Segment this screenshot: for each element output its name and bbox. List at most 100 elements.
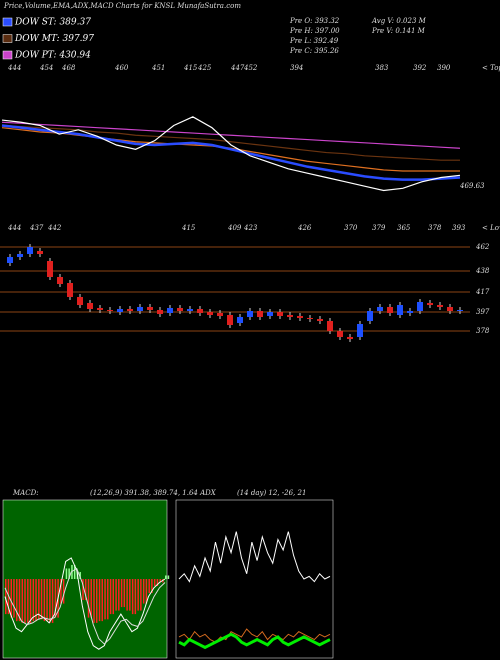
- candle-body: [137, 307, 143, 311]
- candle-body: [37, 251, 43, 254]
- candle-body: [227, 315, 233, 325]
- top-label: 425: [197, 64, 212, 72]
- histogram-bar: [129, 579, 131, 611]
- histogram-bar: [165, 575, 167, 579]
- candle-body: [217, 313, 223, 316]
- page-title: Price,Volume,EMA,ADX,MACD Charts for KNS…: [3, 2, 241, 10]
- candle-body: [7, 257, 13, 263]
- annotation: 469.63: [459, 182, 485, 190]
- candle-body: [177, 308, 183, 311]
- histogram-bar: [60, 579, 62, 604]
- candle-body: [27, 247, 33, 254]
- candle-body: [427, 303, 433, 305]
- legend-swatch: [2, 34, 13, 43]
- info-text: Pre H: 397.00: [289, 27, 340, 35]
- candle-body: [117, 309, 123, 312]
- low-label: 444: [7, 224, 21, 232]
- candle-body: [367, 311, 373, 321]
- candle-body: [377, 307, 383, 311]
- series-line: [178, 632, 331, 650]
- histogram-bar: [24, 579, 26, 623]
- histogram-bar: [126, 579, 128, 611]
- top-label: 460: [114, 64, 129, 72]
- top-label: 394: [290, 64, 303, 72]
- candle-body: [277, 312, 283, 316]
- low-label: 426: [297, 224, 312, 232]
- top-label: 392: [413, 64, 427, 72]
- low-label: 409: [227, 224, 242, 232]
- info-text: Pre C: 395.26: [289, 47, 339, 55]
- histogram-bar: [5, 579, 7, 615]
- candle-body: [297, 316, 303, 318]
- candle-body: [287, 315, 293, 317]
- candle-body: [197, 309, 203, 313]
- series-line: [178, 628, 331, 643]
- low-label: 378: [428, 224, 442, 232]
- series-line: [1, 124, 461, 181]
- histogram-bar: [87, 579, 90, 618]
- histogram-bar: [79, 571, 81, 579]
- candle-body: [47, 261, 53, 277]
- histogram-bar: [118, 579, 120, 611]
- candle-body: [207, 312, 213, 315]
- low-label: 379: [372, 224, 386, 232]
- info-text: Pre L: 392.49: [289, 37, 339, 45]
- histogram-bar: [142, 579, 145, 604]
- candle-body: [267, 312, 273, 316]
- histogram-bar: [120, 579, 123, 608]
- candle-body: [17, 254, 23, 257]
- candle-body: [187, 309, 193, 311]
- top-label: 452: [243, 64, 258, 72]
- top-label: 415: [183, 64, 198, 72]
- candle-body: [417, 302, 423, 311]
- histogram-bar: [65, 568, 68, 579]
- candle-body: [87, 303, 93, 309]
- histogram-bar: [82, 579, 84, 601]
- candle-body: [457, 310, 463, 311]
- low-label: 423: [243, 224, 258, 232]
- candle-body: [307, 318, 313, 319]
- histogram-bar: [109, 579, 112, 615]
- histogram-bar: [73, 564, 76, 579]
- low-label: 365: [397, 224, 411, 232]
- histogram-bar: [95, 579, 98, 623]
- info-text: Pre O: 393.32: [289, 17, 340, 25]
- info-text: Pre V: 0.141 M: [371, 27, 426, 35]
- histogram-bar: [16, 579, 18, 622]
- histogram-bar: [90, 579, 92, 618]
- legend-swatch: [2, 50, 13, 60]
- histogram-bar: [93, 579, 95, 623]
- candle-body: [347, 337, 353, 339]
- legend-label: DOW MT: 397.97: [14, 34, 94, 44]
- low-label: 370: [344, 224, 358, 232]
- candle-body: [57, 277, 63, 284]
- histogram-bar: [151, 579, 153, 594]
- candle-body: [147, 307, 153, 310]
- candle-body: [357, 324, 363, 337]
- top-label: 451: [151, 64, 165, 72]
- top-label: 444: [7, 64, 21, 72]
- histogram-bar: [46, 579, 48, 622]
- top-label: 383: [375, 64, 389, 72]
- low-label: 442: [47, 224, 62, 232]
- candle-body: [237, 317, 243, 323]
- histogram-bar: [13, 579, 15, 618]
- histogram-bar: [43, 579, 46, 622]
- panel-label: MACD:: [12, 489, 39, 497]
- histogram-bar: [101, 579, 103, 622]
- histogram-bar: [123, 579, 126, 608]
- legend-label: DOW ST: 389.37: [14, 18, 91, 28]
- histogram-bar: [32, 579, 35, 622]
- candle-body: [97, 308, 103, 310]
- level-label: 397: [476, 308, 490, 316]
- candle-body: [167, 308, 173, 313]
- candle-body: [327, 321, 333, 331]
- histogram-bar: [131, 579, 134, 615]
- histogram-bar: [38, 579, 40, 620]
- histogram-bar: [27, 579, 29, 623]
- histogram-bar: [62, 579, 65, 604]
- candle-body: [157, 310, 163, 314]
- histogram-bar: [153, 579, 156, 587]
- histogram-bar: [68, 568, 70, 579]
